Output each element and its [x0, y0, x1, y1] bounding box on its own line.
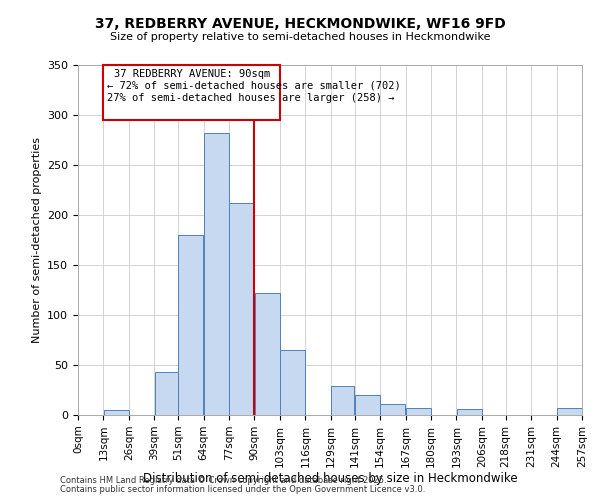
Bar [557, 408, 582, 415]
Text: Size of property relative to semi-detached houses in Heckmondwike: Size of property relative to semi-detach… [110, 32, 490, 42]
Bar [104, 410, 129, 415]
Text: 27% of semi-detached houses are larger (258) →: 27% of semi-detached houses are larger (… [107, 93, 395, 103]
Bar [457, 409, 482, 415]
Bar [229, 203, 254, 415]
Bar [355, 395, 380, 415]
Bar [331, 386, 355, 415]
Bar [254, 293, 280, 415]
Text: Contains public sector information licensed under the Open Government Licence v3: Contains public sector information licen… [60, 485, 425, 494]
Text: 37, REDBERRY AVENUE, HECKMONDWIKE, WF16 9FD: 37, REDBERRY AVENUE, HECKMONDWIKE, WF16 … [95, 18, 505, 32]
Y-axis label: Number of semi-detached properties: Number of semi-detached properties [32, 137, 41, 343]
Bar [203, 133, 229, 415]
Text: ← 72% of semi-detached houses are smaller (702): ← 72% of semi-detached houses are smalle… [107, 81, 401, 91]
X-axis label: Distribution of semi-detached houses by size in Heckmondwike: Distribution of semi-detached houses by … [143, 472, 517, 486]
Bar [178, 235, 203, 415]
Bar [380, 404, 406, 415]
Bar [406, 408, 431, 415]
Bar [280, 350, 305, 415]
Text: Contains HM Land Registry data © Crown copyright and database right 2025.: Contains HM Land Registry data © Crown c… [60, 476, 386, 485]
Text: 37 REDBERRY AVENUE: 90sqm: 37 REDBERRY AVENUE: 90sqm [113, 69, 270, 79]
Bar [103, 65, 280, 120]
Bar [155, 372, 178, 415]
